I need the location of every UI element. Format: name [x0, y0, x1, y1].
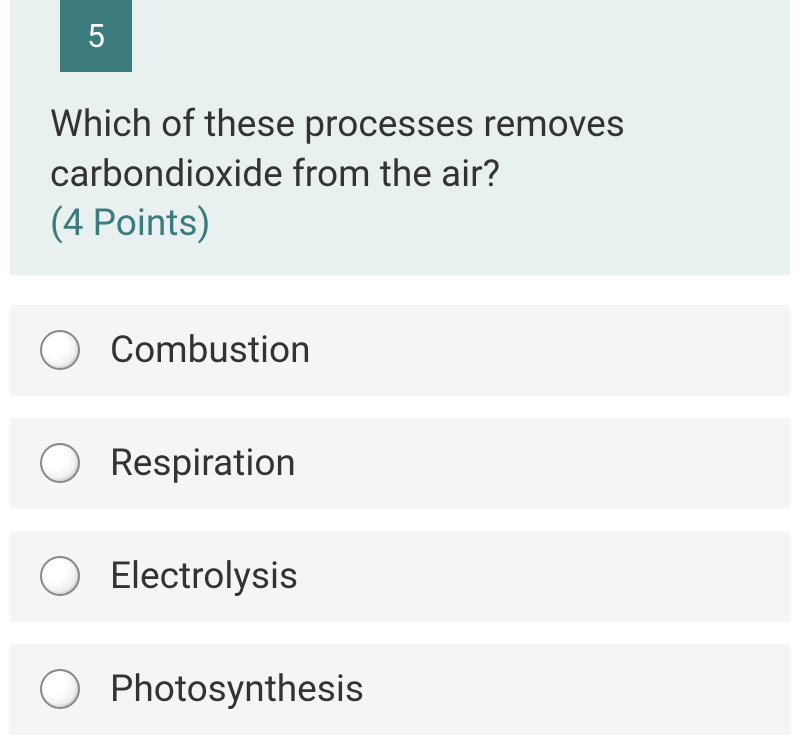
question-text: Which of these processes removes carbond… — [50, 100, 760, 200]
question-number: 5 — [87, 17, 105, 55]
radio-icon[interactable] — [40, 669, 80, 709]
option-respiration[interactable]: Respiration — [10, 418, 790, 509]
question-header: 5 Which of these processes removes carbo… — [10, 0, 790, 275]
option-combustion[interactable]: Combustion — [10, 305, 790, 396]
radio-icon[interactable] — [40, 443, 80, 483]
option-label: Respiration — [110, 442, 296, 485]
option-label: Combustion — [110, 329, 311, 372]
option-photosynthesis[interactable]: Photosynthesis — [10, 644, 790, 735]
option-label: Electrolysis — [110, 555, 298, 598]
radio-icon[interactable] — [40, 330, 80, 370]
options-container: Combustion Respiration Electrolysis Phot… — [0, 305, 800, 735]
question-number-badge: 5 — [60, 0, 132, 72]
radio-icon[interactable] — [40, 556, 80, 596]
option-label: Photosynthesis — [110, 668, 364, 711]
points-label: (4 Points) — [50, 202, 760, 245]
option-electrolysis[interactable]: Electrolysis — [10, 531, 790, 622]
